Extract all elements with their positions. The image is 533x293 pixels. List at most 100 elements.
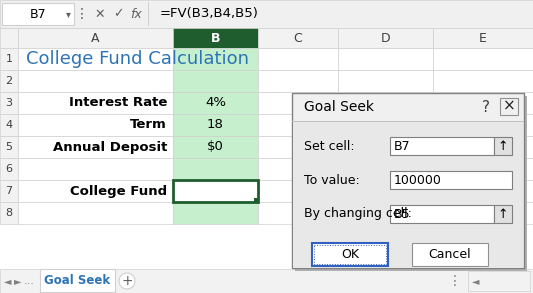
Bar <box>0 0 533 28</box>
Text: Term: Term <box>130 118 167 132</box>
Text: 100000: 100000 <box>394 173 442 187</box>
Bar <box>338 158 433 180</box>
Bar <box>0 136 18 158</box>
Text: ...: ... <box>23 276 35 286</box>
Bar <box>0 180 18 202</box>
Text: 3: 3 <box>5 98 12 108</box>
Text: 18: 18 <box>207 118 224 132</box>
Bar <box>173 28 258 48</box>
Bar <box>258 180 338 202</box>
Text: ↑: ↑ <box>498 207 508 221</box>
Text: B7: B7 <box>30 8 46 21</box>
Bar <box>338 180 433 202</box>
Bar <box>433 70 533 92</box>
Bar <box>295 96 527 271</box>
Text: Interest Rate: Interest Rate <box>69 96 167 110</box>
Bar <box>338 114 433 136</box>
Bar <box>494 137 512 155</box>
Text: College Fund: College Fund <box>70 185 167 197</box>
Bar <box>433 114 533 136</box>
Bar <box>2 3 74 25</box>
Text: =FV(B3,B4,B5): =FV(B3,B4,B5) <box>160 8 259 21</box>
Bar <box>433 202 533 224</box>
Text: 2: 2 <box>5 76 13 86</box>
Text: D: D <box>381 32 390 45</box>
Text: ▾: ▾ <box>66 9 70 19</box>
Bar <box>0 202 18 224</box>
Bar <box>258 158 338 180</box>
Text: ◄: ◄ <box>472 276 480 286</box>
Bar <box>173 202 258 224</box>
Bar <box>0 114 18 136</box>
Bar <box>433 180 533 202</box>
Bar <box>173 136 258 158</box>
Text: 4: 4 <box>5 120 13 130</box>
Bar <box>338 28 433 48</box>
Text: C: C <box>294 32 302 45</box>
Bar <box>390 137 494 155</box>
Text: 4%: 4% <box>205 96 226 110</box>
Text: ⋮: ⋮ <box>75 7 89 21</box>
Bar <box>173 70 258 92</box>
Bar <box>0 28 18 48</box>
Bar <box>494 205 512 223</box>
Bar <box>0 48 18 70</box>
Bar <box>18 48 173 70</box>
Bar <box>500 98 518 115</box>
Bar <box>258 70 338 92</box>
Bar <box>18 92 173 114</box>
Bar <box>258 202 338 224</box>
Bar <box>312 243 388 266</box>
Bar <box>338 92 433 114</box>
Bar <box>173 92 258 114</box>
Bar <box>292 93 524 268</box>
Bar <box>0 269 533 293</box>
Bar <box>390 171 512 189</box>
Bar <box>390 205 494 223</box>
Text: ◄: ◄ <box>4 276 12 286</box>
Bar <box>18 158 173 180</box>
Bar <box>173 180 258 202</box>
Bar <box>433 92 533 114</box>
Bar <box>338 48 433 70</box>
Text: OK: OK <box>341 248 359 261</box>
Bar <box>173 114 258 136</box>
Bar <box>148 2 149 26</box>
Bar <box>173 158 258 180</box>
Text: ⋮: ⋮ <box>448 274 462 288</box>
Text: $0: $0 <box>207 185 224 197</box>
Bar <box>0 92 18 114</box>
Bar <box>258 114 338 136</box>
Bar <box>292 121 524 122</box>
Text: 1: 1 <box>5 54 12 64</box>
Bar <box>258 136 338 158</box>
Bar <box>433 28 533 48</box>
Text: To value:: To value: <box>304 173 360 187</box>
Bar <box>412 243 488 266</box>
Bar <box>18 28 173 48</box>
Bar <box>18 70 173 92</box>
Bar <box>18 180 173 202</box>
Text: B5: B5 <box>394 207 410 221</box>
Text: A: A <box>91 32 100 45</box>
Text: By changing cell:: By changing cell: <box>304 207 412 221</box>
Bar <box>433 136 533 158</box>
Text: 6: 6 <box>5 164 12 174</box>
Bar <box>258 28 338 48</box>
Bar <box>254 198 259 203</box>
Text: B: B <box>211 32 220 45</box>
Bar <box>258 92 338 114</box>
Bar <box>314 245 386 264</box>
Bar <box>468 271 530 291</box>
Bar <box>338 70 433 92</box>
Bar <box>0 158 18 180</box>
Text: Goal Seek: Goal Seek <box>304 100 374 114</box>
Bar <box>338 202 433 224</box>
Text: ×: × <box>503 99 515 114</box>
Text: +: + <box>121 274 133 288</box>
Bar <box>293 122 523 268</box>
Text: ►: ► <box>14 276 22 286</box>
Text: 7: 7 <box>5 186 13 196</box>
Bar <box>433 48 533 70</box>
Bar <box>173 180 258 202</box>
